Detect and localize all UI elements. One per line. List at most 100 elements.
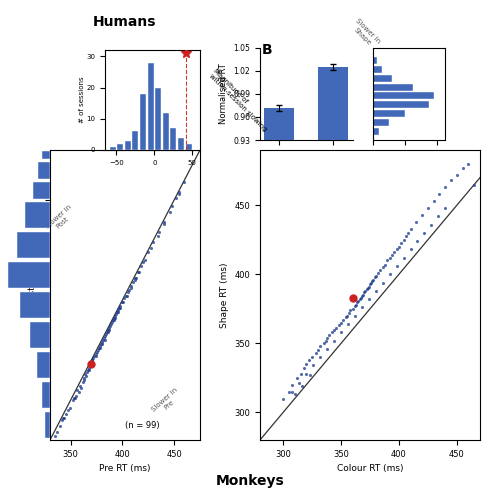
- Point: [370, 276, 378, 284]
- Point: [104, 328, 112, 336]
- Point: [139, 258, 147, 266]
- Bar: [117, 144, 123, 150]
- Point: [402, 232, 410, 239]
- Bar: [163, 112, 169, 150]
- Point: [135, 268, 143, 276]
- Point: [348, 294, 356, 302]
- Text: Slower in
Shape: Slower in Shape: [350, 18, 381, 50]
- Point: [420, 229, 428, 237]
- Point: [370, 273, 378, 281]
- Point: [71, 394, 79, 402]
- Point: [96, 342, 104, 350]
- Point: [314, 346, 322, 354]
- Point: [154, 228, 162, 236]
- Point: [337, 318, 345, 326]
- X-axis label: Pre RT (ms): Pre RT (ms): [99, 464, 151, 473]
- Point: [352, 300, 360, 308]
- Bar: [372, 75, 392, 82]
- Point: [334, 322, 342, 330]
- Point: [395, 242, 403, 250]
- Point: [310, 362, 318, 370]
- Text: B: B: [262, 42, 273, 56]
- Point: [354, 298, 362, 306]
- Point: [88, 360, 96, 368]
- Text: Post: Post: [28, 286, 36, 304]
- Point: [442, 204, 450, 212]
- Point: [120, 294, 128, 302]
- Bar: [125, 140, 131, 150]
- Point: [90, 354, 98, 362]
- Point: [388, 251, 396, 259]
- Point: [141, 256, 149, 264]
- Point: [124, 288, 132, 296]
- Point: [308, 353, 316, 361]
- Point: [114, 308, 122, 316]
- Point: [116, 304, 124, 312]
- Point: [330, 336, 338, 344]
- Point: [129, 278, 137, 286]
- Point: [345, 309, 353, 317]
- Point: [70, 394, 78, 402]
- Point: [75, 388, 83, 396]
- Text: Humans: Humans: [93, 15, 157, 29]
- Point: [368, 277, 376, 285]
- Point: [288, 388, 296, 396]
- Point: [414, 237, 422, 245]
- Point: [69, 396, 77, 404]
- Point: [104, 326, 112, 334]
- Point: [434, 212, 442, 220]
- Point: [105, 324, 113, 332]
- Bar: [186, 144, 192, 150]
- Point: [51, 432, 59, 440]
- Bar: [318, 67, 348, 500]
- Bar: [34, 182, 50, 198]
- Point: [148, 244, 156, 252]
- Point: [351, 302, 359, 310]
- Point: [96, 340, 104, 348]
- Text: Slower in
Post: Slower in Post: [44, 204, 77, 235]
- Point: [406, 246, 414, 254]
- Point: [436, 190, 444, 198]
- Text: Magnitude of
within-session slowing: Magnitude of within-session slowing: [208, 68, 272, 132]
- Point: [134, 268, 142, 276]
- Point: [111, 312, 119, 320]
- Bar: [372, 110, 404, 117]
- Point: [122, 292, 130, 300]
- Point: [464, 160, 472, 168]
- Point: [323, 345, 331, 353]
- Point: [90, 352, 98, 360]
- Point: [302, 360, 310, 368]
- Point: [131, 276, 139, 284]
- Point: [126, 282, 134, 290]
- Point: [400, 254, 407, 262]
- Point: [66, 404, 74, 412]
- Point: [79, 378, 87, 386]
- Point: [176, 190, 184, 198]
- Point: [316, 342, 324, 350]
- Point: [172, 194, 180, 202]
- Point: [354, 296, 362, 304]
- Point: [88, 356, 96, 364]
- Point: [76, 382, 84, 390]
- Text: Monkeys: Monkeys: [216, 474, 284, 488]
- Point: [166, 208, 174, 216]
- Point: [376, 266, 384, 274]
- Point: [364, 284, 372, 292]
- Point: [94, 346, 102, 354]
- Point: [356, 294, 364, 302]
- Point: [372, 272, 380, 280]
- Point: [107, 320, 115, 328]
- Point: [64, 406, 72, 414]
- Point: [72, 392, 80, 400]
- Point: [337, 328, 345, 336]
- Point: [378, 264, 386, 272]
- Point: [100, 334, 108, 342]
- Point: [362, 287, 370, 295]
- Point: [92, 352, 100, 360]
- Point: [470, 180, 478, 188]
- Point: [53, 428, 61, 436]
- Bar: [42, 382, 50, 408]
- Bar: [42, 151, 50, 159]
- Point: [114, 306, 122, 314]
- Point: [320, 340, 328, 347]
